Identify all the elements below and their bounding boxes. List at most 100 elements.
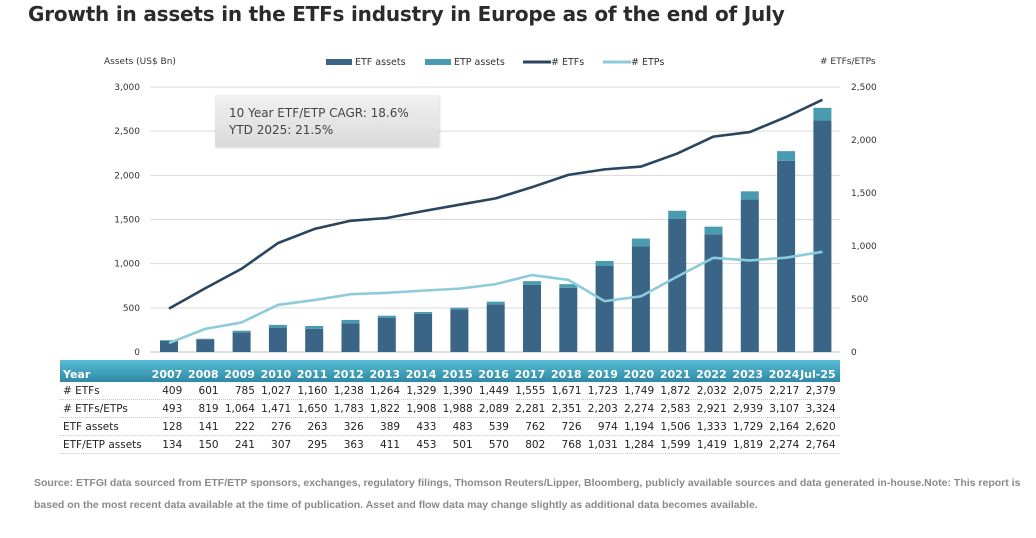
table-cell: 128 xyxy=(162,420,183,433)
right-axis: 0 500 1,000 1,500 2,000 2,500 xyxy=(851,83,877,358)
bar-etp-assets xyxy=(704,226,723,235)
table-cell: 2,075 xyxy=(732,384,764,397)
table-cell: 2,164 xyxy=(769,420,800,433)
table-cell: 1,822 xyxy=(370,402,401,415)
table-cell: 433 xyxy=(416,420,437,433)
table-cell: 276 xyxy=(271,420,292,433)
right-tick-label: 0 xyxy=(851,348,857,358)
table-cell: 222 xyxy=(234,420,255,433)
table-cell: 2,217 xyxy=(769,384,800,397)
table-cell: 1,390 xyxy=(442,384,473,397)
bar-etp-assets xyxy=(232,330,251,333)
table-cell: 819 xyxy=(198,402,219,415)
bar-etp-assets xyxy=(196,338,215,340)
right-axis-label: # ETFs/ETPs xyxy=(820,57,876,67)
table-cell: 1,419 xyxy=(696,438,727,451)
table-cell: 2,939 xyxy=(732,402,764,415)
table-cell: 2,379 xyxy=(805,384,836,397)
table-cell: 1,027 xyxy=(261,384,292,397)
table-cell: 141 xyxy=(198,420,219,433)
table-cell: 2021 xyxy=(659,368,691,381)
table-cell: 1,819 xyxy=(732,438,764,451)
table-cell: 307 xyxy=(271,438,292,451)
table-cell: 493 xyxy=(162,402,183,415)
table-cell: 2019 xyxy=(587,368,618,381)
legend-label-num-etps: # ETPs xyxy=(631,57,664,68)
table-cell: Jul-25 xyxy=(800,368,836,381)
bar-etf-assets xyxy=(268,327,287,352)
bar-etf-assets xyxy=(523,284,541,352)
table-cell: 409 xyxy=(162,384,183,397)
bar-etp-assets xyxy=(377,315,396,318)
table-cell: 601 xyxy=(198,384,219,397)
table-cell: 2022 xyxy=(696,368,727,381)
table-cell: 1,908 xyxy=(406,402,437,415)
bars xyxy=(160,107,832,352)
table-cell: 501 xyxy=(452,438,473,451)
table-cell: 1,729 xyxy=(732,420,764,433)
left-tick-label: 1,500 xyxy=(114,216,140,226)
table-cell: 768 xyxy=(561,438,582,451)
bar-etf-assets xyxy=(559,287,578,352)
lines xyxy=(168,98,823,345)
table-cell: 3,324 xyxy=(805,402,836,415)
bar-etf-assets xyxy=(486,304,505,352)
table-cell: 2015 xyxy=(442,368,473,381)
table-cell: 1,238 xyxy=(333,384,364,397)
bar-etp-assets xyxy=(631,238,650,247)
table-cell: 2016 xyxy=(478,368,509,381)
bar-etf-assets xyxy=(595,265,614,352)
table-cell: 483 xyxy=(452,420,473,433)
table-cell: 453 xyxy=(416,438,437,451)
bar-etf-assets xyxy=(341,323,360,352)
table-cell: 3,107 xyxy=(769,402,800,415)
table-cell: 134 xyxy=(162,438,183,451)
table-cell: 2009 xyxy=(224,368,255,381)
row-label: Year xyxy=(63,368,91,381)
callout-ytd: YTD 2025: 21.5% xyxy=(229,123,334,137)
table-cell: 263 xyxy=(307,420,328,433)
right-tick-label: 1,000 xyxy=(851,242,877,252)
bar-etf-assets xyxy=(740,199,759,352)
table-row: # ETFs/ETPs 493 819 1,064 1,471 1,650 1,783 1,8… xyxy=(60,400,840,418)
bar-etf-assets xyxy=(377,317,396,352)
chart: 0 500 1,000 1,500 2,000 2,500 3,000 0 500 1,000 1… xyxy=(104,57,877,358)
table-cell: 2,281 xyxy=(515,402,546,415)
table-cell: 1,723 xyxy=(587,384,618,397)
table-cell: 1,264 xyxy=(370,384,401,397)
bar-etp-assets xyxy=(559,284,578,288)
bar-etf-assets xyxy=(450,309,469,352)
table-cell: 570 xyxy=(488,438,509,451)
left-tick-label: 2,000 xyxy=(114,171,140,181)
table-row: ETF assets 128 141 222 276 263 326 389 433 483 539… xyxy=(60,418,840,436)
left-axis-label: Assets (US$ Bn) xyxy=(104,57,176,67)
table-cell: 2,274 xyxy=(769,438,800,451)
table-cell: 2,032 xyxy=(696,384,727,397)
left-tick-label: 2,500 xyxy=(114,127,140,137)
table-cell: 1,671 xyxy=(551,384,582,397)
cagr-callout: 10 Year ETF/ETP CAGR: 18.6% YTD 2025: 21… xyxy=(215,95,439,147)
bar-etf-assets xyxy=(196,339,215,352)
table-cell: 363 xyxy=(343,438,364,451)
right-tick-label: 2,000 xyxy=(851,136,877,146)
right-tick-label: 2,500 xyxy=(851,83,877,93)
bar-etp-assets xyxy=(160,340,178,341)
table-cell: 2017 xyxy=(514,368,546,381)
table-cell: 2012 xyxy=(333,368,364,381)
source-note: Source: ETFGI data sourced from ETF/ETP … xyxy=(34,477,1021,511)
table-cell: 1,194 xyxy=(624,420,655,433)
table-cell: 1,872 xyxy=(660,384,691,397)
bar-etp-assets xyxy=(813,107,832,121)
legend-swatch-etf-assets xyxy=(326,59,352,65)
table-cell: 1,555 xyxy=(515,384,546,397)
table-cell: 1,650 xyxy=(297,402,328,415)
table-cell: 1,333 xyxy=(696,420,727,433)
bar-etp-assets xyxy=(595,260,614,266)
table-cell: 2,764 xyxy=(805,438,836,451)
bar-etp-assets xyxy=(268,324,287,328)
left-axis: 0 500 1,000 1,500 2,000 2,500 3,000 xyxy=(114,83,140,358)
table-cell: 1,031 xyxy=(587,438,618,451)
bar-etf-assets xyxy=(704,234,723,352)
table-cell: 2018 xyxy=(550,368,582,381)
table-cell: 2,274 xyxy=(624,402,655,415)
